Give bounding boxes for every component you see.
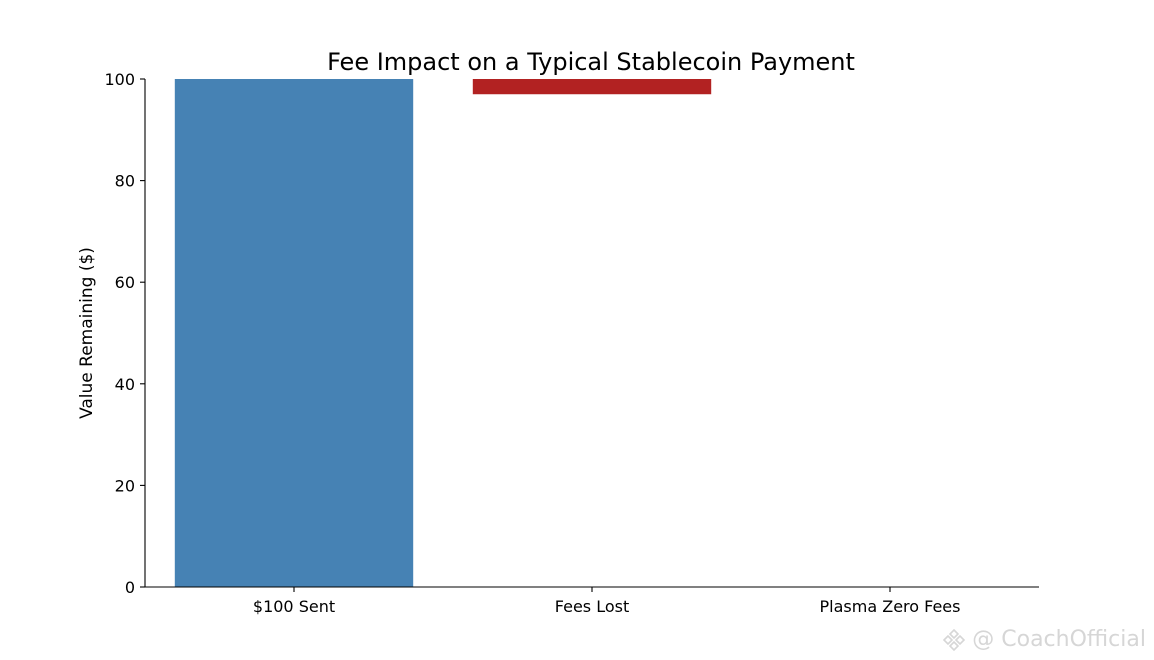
x-tick-label: Plasma Zero Fees	[820, 597, 961, 616]
y-tick-label: 0	[125, 578, 135, 597]
bar-1	[174, 79, 414, 587]
y-axis-label: Value Remaining ($)	[77, 247, 97, 419]
plot-area: 0 20 40 60 80 100 $100 Sent Fees Lost Plasma Zer…	[104, 70, 1039, 616]
x-tick-label: Fees Lost	[555, 597, 629, 616]
binance-square-icon	[943, 628, 966, 651]
watermark-text: @ CoachOfficial	[972, 627, 1146, 652]
y-tick-label: 80	[115, 172, 135, 191]
x-tick-label: $100 Sent	[253, 597, 335, 616]
bar-2	[472, 79, 712, 95]
y-tick-label: 20	[115, 476, 135, 495]
watermark: @ CoachOfficial	[942, 627, 1146, 652]
y-tick-label: 100	[104, 70, 135, 89]
y-tick-label: 60	[115, 273, 135, 292]
y-tick-label: 40	[115, 375, 135, 394]
chart-title: Fee Impact on a Typical Stablecoin Payme…	[327, 48, 855, 76]
